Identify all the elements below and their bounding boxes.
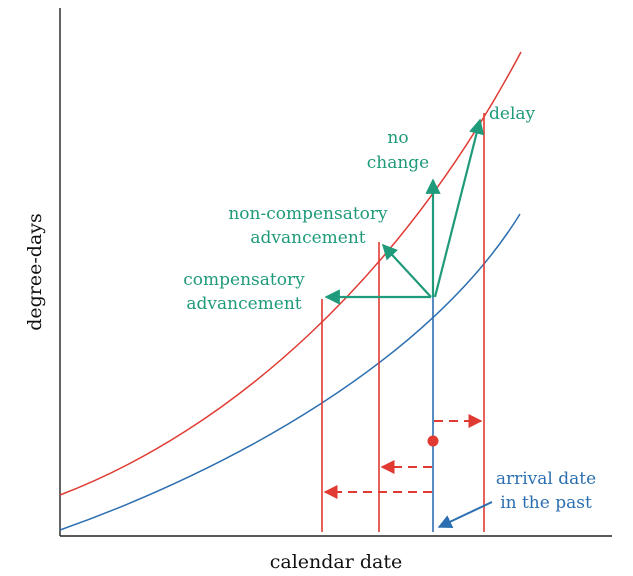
green-arrow-delay [433, 118, 485, 298]
noncompensatory-label-line2: advancement [250, 228, 365, 248]
red-dot [427, 435, 439, 447]
noncompensatory-label-line1: non-compensatory [228, 204, 388, 224]
arrival-label-line2: in the past [500, 493, 592, 513]
no-change-label-line2: change [367, 153, 430, 173]
compensatory-label-line2: advancement [186, 294, 301, 314]
compensatory-label-line1: compensatory [183, 270, 305, 290]
arrival-label-line1: arrival date [496, 469, 596, 489]
no-change-label-line1: no [387, 128, 408, 148]
red-curve [59, 51, 522, 496]
delay-label: delay [489, 104, 536, 124]
blue-curve [59, 213, 521, 531]
blue-pointer-arrow [437, 501, 493, 528]
y-axis-label: degree-days [24, 213, 46, 331]
green-arrow-noncompensatory [381, 243, 432, 298]
x-axis-label: calendar date [270, 551, 403, 573]
